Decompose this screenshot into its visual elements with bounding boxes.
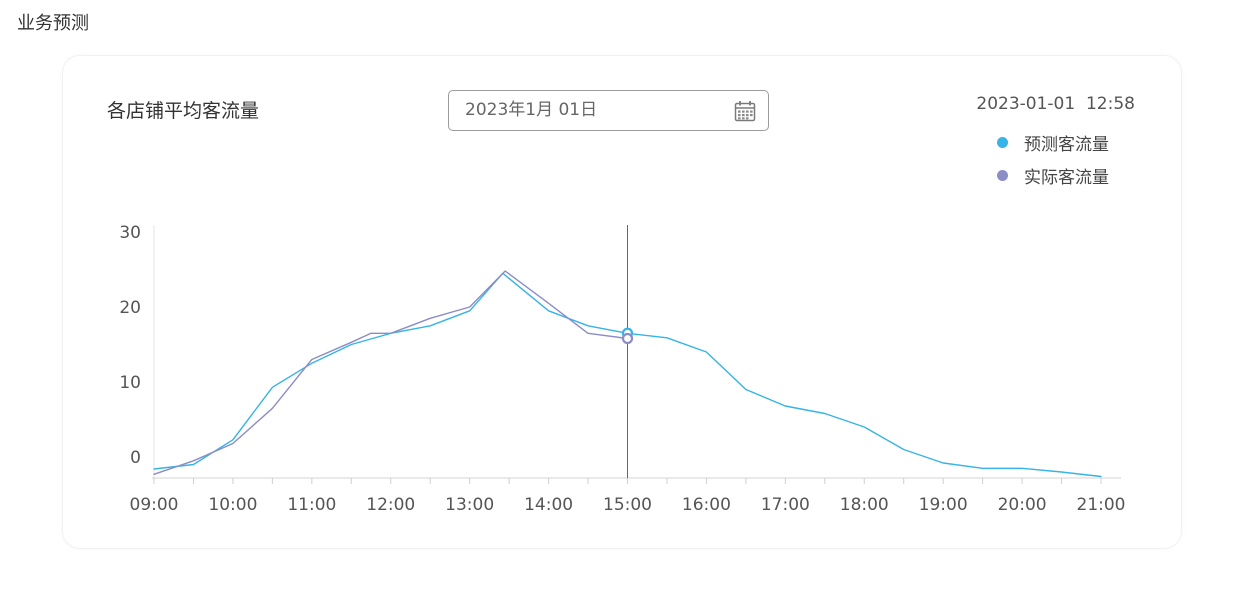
chart-card — [62, 55, 1182, 549]
y-tick-label: 20 — [119, 298, 141, 318]
x-tick-label: 17:00 — [761, 495, 810, 515]
y-tick-label: 0 — [130, 448, 141, 468]
chart-title: 各店铺平均客流量 — [107, 100, 260, 122]
x-tick-label: 13:00 — [445, 495, 494, 515]
page-title: 业务预测 — [17, 13, 89, 34]
x-tick-label: 21:00 — [1077, 495, 1126, 515]
x-tick-label: 14:00 — [524, 495, 573, 515]
date-input[interactable] — [465, 91, 725, 130]
legend-label-actual: 实际客流量 — [1024, 168, 1109, 188]
legend-item-actual[interactable]: 实际客流量 — [997, 159, 1109, 192]
x-tick-label: 18:00 — [840, 495, 889, 515]
x-tick-label: 19:00 — [919, 495, 968, 515]
legend-label-predicted: 预测客流量 — [1024, 135, 1109, 155]
legend: 预测客流量 实际客流量 — [997, 126, 1109, 192]
date-picker[interactable] — [448, 90, 769, 131]
x-tick-label: 09:00 — [130, 495, 179, 515]
x-tick-label: 15:00 — [603, 495, 652, 515]
legend-item-predicted[interactable]: 预测客流量 — [997, 126, 1109, 159]
series-line-actual — [153, 270, 629, 475]
y-tick-label: 10 — [119, 373, 141, 393]
x-tick-label: 10:00 — [208, 495, 257, 515]
x-tick-label: 20:00 — [998, 495, 1047, 515]
legend-dot-actual — [997, 170, 1008, 181]
legend-dot-predicted — [997, 137, 1008, 148]
calendar-icon[interactable] — [734, 100, 756, 122]
cursor-marker-actual — [621, 332, 634, 345]
x-tick-label: 16:00 — [682, 495, 731, 515]
x-tick-label: 12:00 — [366, 495, 415, 515]
x-tick-label: 11:00 — [287, 495, 336, 515]
timestamp: 2023-01-01 12:58 — [976, 94, 1135, 114]
y-tick-label: 30 — [119, 223, 141, 243]
